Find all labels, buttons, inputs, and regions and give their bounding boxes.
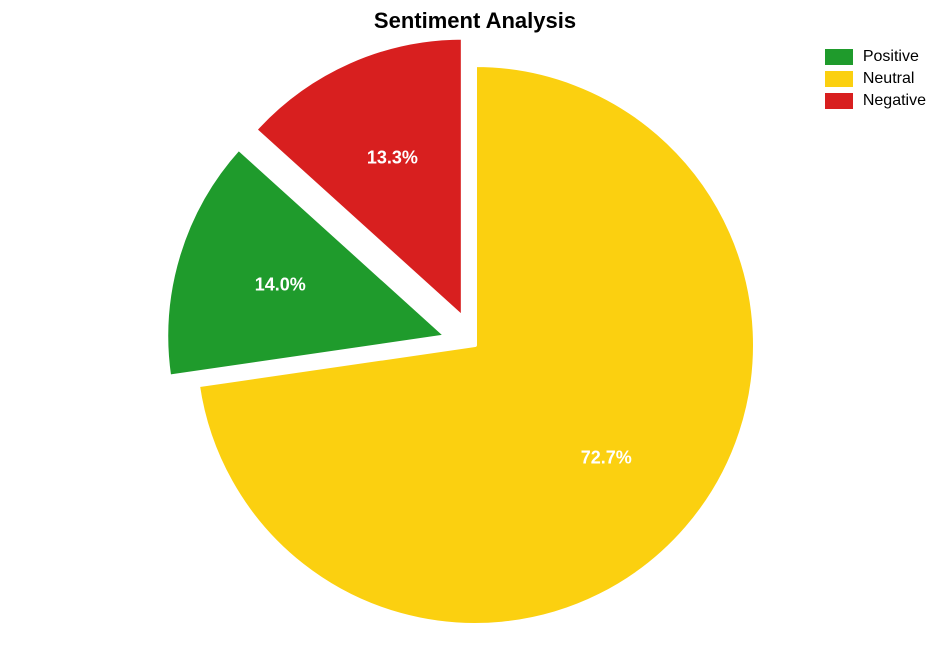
pie-svg: 72.7% 14.0% 13.3% bbox=[0, 0, 950, 662]
legend: Positive Neutral Negative bbox=[825, 48, 926, 114]
sentiment-pie-chart: Sentiment Analysis 72.7%14.0%13.3% Posit… bbox=[0, 0, 950, 662]
pie-label-negative: 13.3% bbox=[367, 148, 418, 168]
legend-item-positive: Positive bbox=[825, 48, 926, 66]
pie-label-positive: 14.0% bbox=[255, 274, 306, 294]
legend-item-neutral: Neutral bbox=[825, 70, 926, 88]
legend-swatch-positive bbox=[825, 49, 853, 65]
legend-item-negative: Negative bbox=[825, 92, 926, 110]
legend-label-negative: Negative bbox=[863, 92, 926, 110]
legend-swatch-neutral bbox=[825, 71, 853, 87]
legend-label-neutral: Neutral bbox=[863, 70, 915, 88]
pie-label-neutral: 72.7% bbox=[581, 447, 632, 467]
legend-label-positive: Positive bbox=[863, 48, 919, 66]
legend-swatch-negative bbox=[825, 93, 853, 109]
